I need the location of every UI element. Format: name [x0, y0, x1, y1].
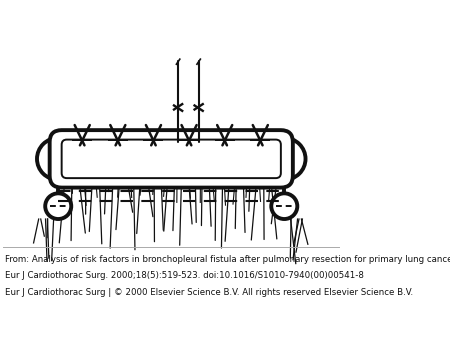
Text: Eur J Cardiothorac Surg. 2000;18(5):519-523. doi:10.1016/S1010-7940(00)00541-8: Eur J Cardiothorac Surg. 2000;18(5):519-… — [5, 271, 364, 281]
Text: Eur J Cardiothorac Surg | © 2000 Elsevier Science B.V. All rights reserved Elsev: Eur J Cardiothorac Surg | © 2000 Elsevie… — [5, 288, 413, 297]
Circle shape — [45, 193, 71, 219]
Circle shape — [37, 138, 80, 180]
Circle shape — [271, 193, 297, 219]
FancyBboxPatch shape — [50, 130, 293, 188]
Circle shape — [263, 138, 306, 180]
FancyBboxPatch shape — [62, 140, 281, 178]
Text: From: Analysis of risk factors in bronchopleural fistula after pulmonary resecti: From: Analysis of risk factors in bronch… — [5, 255, 450, 264]
